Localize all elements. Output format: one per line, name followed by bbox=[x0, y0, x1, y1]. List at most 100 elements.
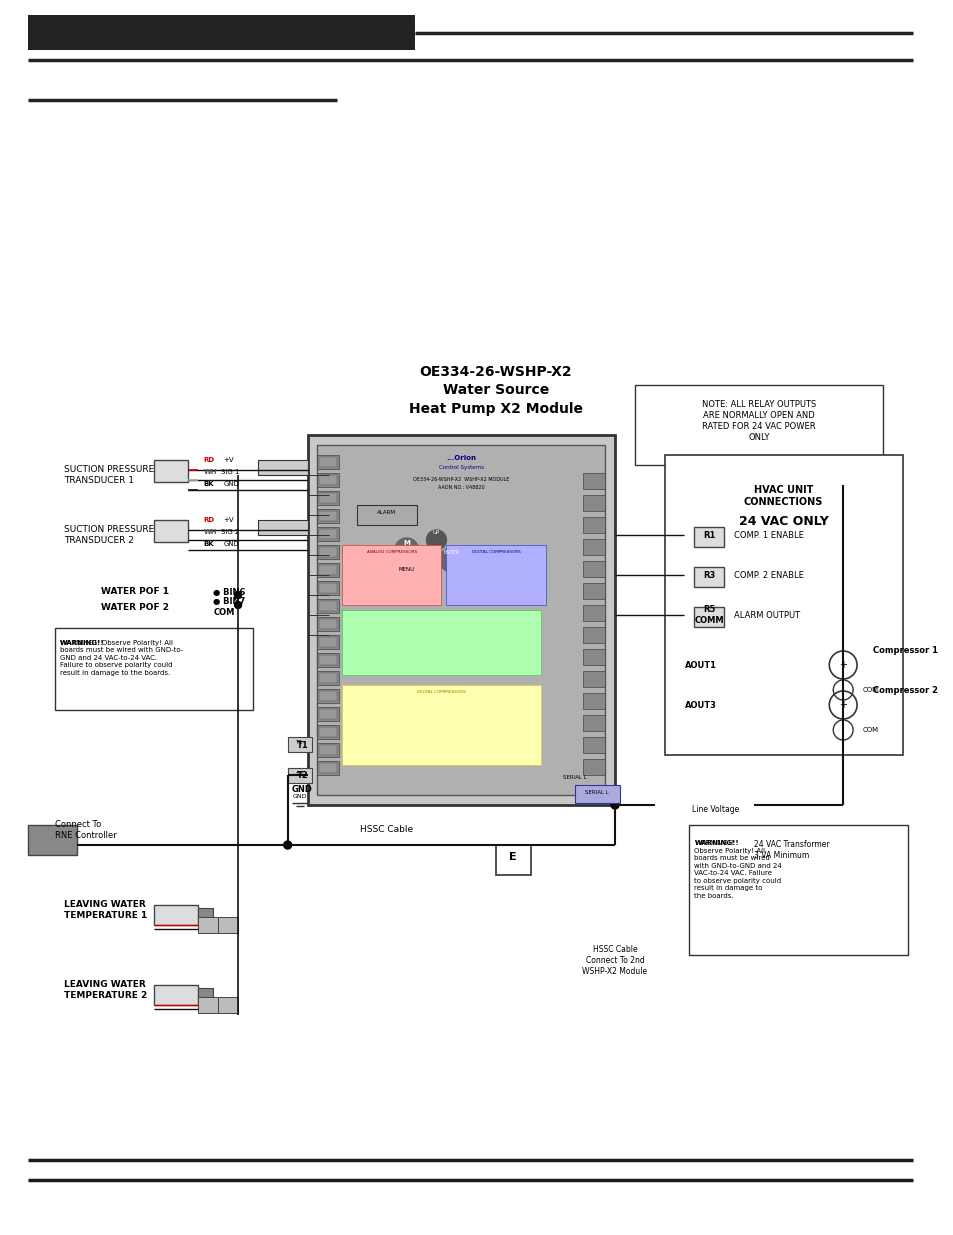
Bar bbox=[319, 619, 337, 629]
Bar bbox=[319, 745, 337, 755]
Bar bbox=[582, 495, 604, 511]
Bar bbox=[288, 737, 313, 752]
Text: GND: GND bbox=[223, 480, 239, 487]
Bar bbox=[153, 459, 189, 482]
Text: WH: WH bbox=[203, 469, 216, 475]
Text: BK: BK bbox=[203, 541, 213, 547]
Text: OE334-26-WSHP-X2
Water Source
Heat Pump X2 Module: OE334-26-WSHP-X2 Water Source Heat Pump … bbox=[409, 366, 582, 416]
Bar bbox=[317, 454, 339, 469]
Bar bbox=[153, 905, 198, 925]
Text: T2: T2 bbox=[296, 771, 308, 779]
Bar bbox=[446, 545, 545, 605]
Bar bbox=[319, 727, 337, 737]
Bar bbox=[28, 825, 77, 855]
Text: T2: T2 bbox=[295, 772, 303, 777]
Bar bbox=[198, 918, 218, 932]
Bar bbox=[317, 671, 339, 685]
Circle shape bbox=[426, 530, 446, 550]
Text: ALARM OUTPUT: ALARM OUTPUT bbox=[733, 610, 800, 620]
Text: BK: BK bbox=[203, 480, 213, 487]
Text: SIG 2: SIG 2 bbox=[221, 529, 239, 535]
Text: MENU: MENU bbox=[398, 567, 415, 572]
Text: GND: GND bbox=[292, 794, 307, 799]
Text: SERIAL L: SERIAL L bbox=[585, 790, 608, 795]
Text: GND: GND bbox=[223, 541, 239, 547]
Text: WARNING!!: WARNING!! bbox=[694, 840, 739, 846]
Bar bbox=[496, 845, 530, 876]
Text: LEAVING WATER
TEMPERATURE 2: LEAVING WATER TEMPERATURE 2 bbox=[65, 979, 148, 1000]
Bar bbox=[317, 527, 339, 541]
Bar bbox=[694, 606, 723, 627]
Text: ANALOG COMPRESSORS: ANALOG COMPRESSORS bbox=[366, 550, 416, 555]
Bar bbox=[582, 583, 604, 599]
Bar bbox=[582, 561, 604, 577]
Text: SUCTION PRESSURE
TRANSDUCER 2: SUCTION PRESSURE TRANSDUCER 2 bbox=[65, 525, 154, 545]
Bar bbox=[317, 473, 339, 487]
Text: +: + bbox=[839, 659, 846, 671]
Bar bbox=[319, 583, 337, 593]
Text: UP: UP bbox=[433, 531, 439, 536]
Text: R5
COMM: R5 COMM bbox=[694, 605, 723, 625]
Bar bbox=[582, 737, 604, 753]
Circle shape bbox=[611, 802, 618, 809]
Bar bbox=[319, 655, 337, 664]
Bar bbox=[218, 918, 238, 932]
Bar bbox=[694, 567, 723, 587]
Text: COMP. 1 ENABLE: COMP. 1 ENABLE bbox=[733, 531, 803, 540]
Bar bbox=[317, 725, 339, 739]
Bar bbox=[319, 457, 337, 467]
Text: RD: RD bbox=[203, 517, 214, 522]
Bar bbox=[319, 529, 337, 538]
Bar bbox=[342, 610, 540, 676]
Bar bbox=[582, 650, 604, 664]
Text: Control Systems: Control Systems bbox=[438, 466, 483, 471]
Bar bbox=[582, 693, 604, 709]
Bar bbox=[317, 563, 339, 577]
Text: HSSC Cable: HSSC Cable bbox=[360, 825, 413, 834]
Bar bbox=[319, 547, 337, 557]
Text: SIG 1: SIG 1 bbox=[221, 469, 239, 475]
Bar bbox=[582, 715, 604, 731]
Text: ...Orion: ...Orion bbox=[446, 454, 476, 461]
Text: AOUT3: AOUT3 bbox=[683, 700, 716, 709]
Bar bbox=[689, 825, 906, 955]
Bar bbox=[153, 520, 189, 542]
Bar bbox=[317, 545, 339, 559]
Bar bbox=[317, 743, 339, 757]
Text: DIGITAL COMPRESSORS: DIGITAL COMPRESSORS bbox=[471, 550, 519, 555]
Bar bbox=[319, 511, 337, 521]
Text: NOTE: ALL RELAY OUTPUTS
ARE NORMALLY OPEN AND
RATED FOR 24 VAC POWER
ONLY: NOTE: ALL RELAY OUTPUTS ARE NORMALLY OPE… bbox=[701, 400, 815, 442]
Bar bbox=[319, 637, 337, 647]
Text: T1: T1 bbox=[296, 741, 308, 750]
Bar bbox=[317, 618, 339, 631]
Text: Line Voltage: Line Voltage bbox=[691, 805, 739, 814]
Bar bbox=[28, 15, 415, 49]
Text: SERIAL L: SERIAL L bbox=[563, 776, 587, 781]
Bar bbox=[356, 505, 416, 525]
Bar bbox=[319, 763, 337, 773]
Circle shape bbox=[439, 548, 463, 572]
Text: DIGITAL COMPRESSORS: DIGITAL COMPRESSORS bbox=[416, 690, 465, 694]
Text: WATER POF 2: WATER POF 2 bbox=[100, 603, 169, 611]
Text: RD: RD bbox=[203, 457, 214, 463]
Bar bbox=[198, 908, 213, 923]
Circle shape bbox=[283, 841, 292, 848]
Circle shape bbox=[234, 592, 241, 599]
Bar bbox=[257, 459, 307, 475]
Text: GND: GND bbox=[292, 785, 313, 794]
Bar bbox=[54, 629, 253, 710]
Bar bbox=[582, 473, 604, 489]
Bar bbox=[319, 564, 337, 576]
Text: WATER POF 1: WATER POF 1 bbox=[100, 588, 169, 597]
Bar bbox=[288, 768, 313, 783]
Text: WH: WH bbox=[203, 529, 216, 535]
Text: WARNING!! Observe Polarity! All
boards must be wired with GND-to-
GND and 24 VAC: WARNING!! Observe Polarity! All boards m… bbox=[59, 640, 183, 676]
Text: R3: R3 bbox=[702, 571, 715, 579]
Text: E: E bbox=[509, 852, 517, 862]
Text: AAON NO.: V48820: AAON NO.: V48820 bbox=[437, 485, 484, 490]
Bar bbox=[317, 580, 339, 595]
Text: OE334-26-WSHP-X2  WSHP-X2 MODULE: OE334-26-WSHP-X2 WSHP-X2 MODULE bbox=[413, 477, 509, 482]
Bar bbox=[317, 492, 339, 505]
Text: COM: COM bbox=[862, 727, 879, 734]
Bar bbox=[198, 997, 218, 1013]
